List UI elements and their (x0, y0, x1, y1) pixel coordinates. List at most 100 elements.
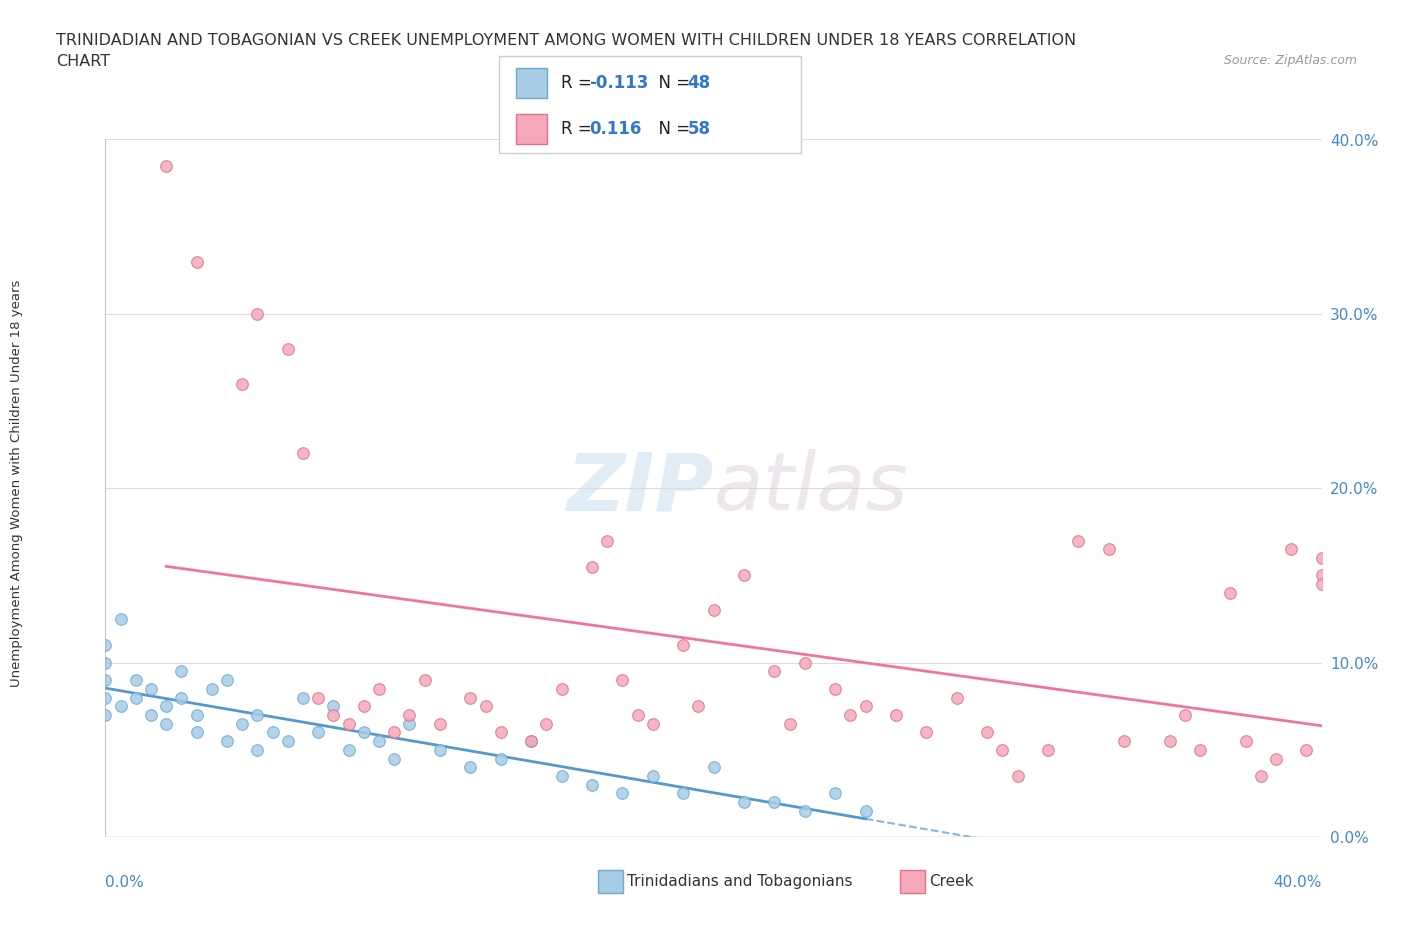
Point (824, 682, 846, 697)
Point (217, 672, 239, 687)
Point (550, 768, 572, 783)
Point (337, 716, 360, 731)
Point (763, 794, 786, 809)
Text: 0.116: 0.116 (589, 120, 641, 138)
Point (155, 698, 177, 713)
Point (1036, 742, 1059, 757)
Point (1234, 734, 1257, 749)
Point (641, 716, 664, 731)
Point (793, 656, 815, 671)
Point (1310, 551, 1333, 565)
Text: TRINIDADIAN AND TOBAGONIAN VS CREEK UNEMPLOYMENT AMONG WOMEN WITH CHILDREN UNDER: TRINIDADIAN AND TOBAGONIAN VS CREEK UNEM… (56, 33, 1077, 47)
Point (292, 446, 315, 461)
Point (1250, 768, 1272, 783)
Point (155, 716, 177, 731)
Point (612, 672, 634, 687)
Point (581, 559, 603, 574)
Text: Creek: Creek (929, 874, 974, 889)
Point (139, 682, 162, 697)
Point (186, 254, 208, 269)
Point (307, 725, 329, 740)
Point (170, 690, 193, 705)
Text: Source: ZipAtlas.com: Source: ZipAtlas.com (1223, 54, 1357, 67)
Point (398, 716, 420, 731)
Point (125, 690, 148, 705)
Text: 48: 48 (688, 74, 710, 92)
Point (520, 734, 543, 749)
Text: ZIP: ZIP (567, 449, 713, 527)
Point (520, 734, 543, 749)
Point (94, 656, 117, 671)
Point (1219, 586, 1241, 601)
Text: N =: N = (648, 120, 696, 138)
Point (884, 708, 907, 723)
Point (793, 804, 815, 818)
Point (217, 734, 239, 749)
Text: 58: 58 (688, 120, 710, 138)
Point (581, 777, 603, 792)
Point (246, 708, 269, 723)
Point (382, 725, 405, 740)
Point (353, 698, 375, 713)
Point (550, 682, 572, 697)
Point (1310, 577, 1333, 591)
Point (855, 698, 877, 713)
Point (489, 751, 512, 766)
Text: Trinidadians and Tobagonians: Trinidadians and Tobagonians (627, 874, 852, 889)
Point (368, 682, 391, 697)
Point (672, 786, 695, 801)
Point (398, 708, 420, 723)
Point (1310, 568, 1333, 583)
Point (94, 638, 117, 653)
Point (1007, 768, 1029, 783)
Point (1112, 734, 1135, 749)
Point (110, 698, 132, 713)
Text: 0.0%: 0.0% (105, 875, 145, 890)
Text: Unemployment Among Women with Children Under 18 years: Unemployment Among Women with Children U… (10, 280, 24, 687)
Point (246, 742, 269, 757)
Point (779, 716, 801, 731)
Point (186, 725, 208, 740)
Point (110, 612, 132, 627)
Point (1159, 734, 1181, 749)
Point (824, 786, 846, 801)
Point (155, 158, 177, 173)
Point (1067, 533, 1090, 548)
Text: N =: N = (648, 74, 696, 92)
Point (1279, 542, 1302, 557)
Point (231, 376, 253, 391)
Point (536, 716, 558, 731)
Point (976, 725, 998, 740)
Point (839, 708, 862, 723)
Point (945, 690, 967, 705)
Point (201, 682, 224, 697)
Point (855, 804, 877, 818)
Point (262, 725, 284, 740)
Point (125, 672, 148, 687)
Point (94, 672, 117, 687)
Point (322, 708, 344, 723)
Text: R =: R = (561, 74, 598, 92)
Point (186, 708, 208, 723)
Point (277, 341, 299, 356)
Point (429, 716, 451, 731)
Point (322, 698, 344, 713)
Point (307, 690, 329, 705)
Point (763, 664, 786, 679)
Point (368, 734, 391, 749)
Point (733, 568, 755, 583)
Point (915, 725, 938, 740)
Point (733, 794, 755, 809)
Point (292, 690, 315, 705)
Point (1265, 751, 1288, 766)
Point (413, 672, 436, 687)
Point (991, 742, 1014, 757)
Point (277, 734, 299, 749)
Point (382, 751, 405, 766)
Point (170, 664, 193, 679)
Point (337, 742, 360, 757)
Text: CHART: CHART (56, 54, 110, 69)
Point (94, 690, 117, 705)
Point (1189, 742, 1212, 757)
Point (489, 725, 512, 740)
